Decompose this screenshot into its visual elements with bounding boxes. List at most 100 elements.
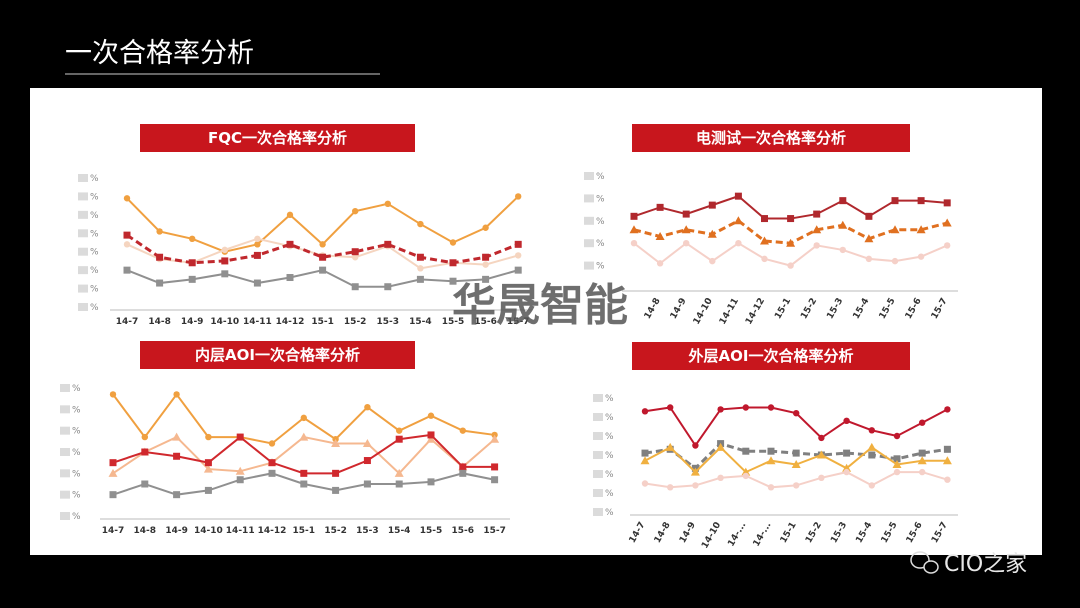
point	[173, 491, 181, 499]
point	[892, 460, 902, 468]
point	[254, 241, 261, 248]
wechat-icon	[910, 551, 939, 574]
point	[667, 484, 674, 491]
y-tick-mark	[584, 216, 594, 225]
point	[708, 201, 716, 209]
chart-title-banner	[140, 341, 415, 369]
point	[482, 261, 489, 268]
point	[742, 447, 750, 455]
point	[362, 438, 372, 447]
point	[205, 433, 212, 441]
point	[363, 480, 371, 488]
x-tick-label: 14-7	[102, 526, 125, 536]
point	[352, 207, 359, 215]
point	[109, 391, 117, 398]
point	[630, 212, 638, 220]
charts: FQC一次合格率分析%%%%%%%%14-7 14-8 14-9 14-10 14-11…	[60, 124, 958, 550]
point	[173, 391, 180, 398]
point	[173, 452, 181, 460]
x-tick-label: 14-7	[116, 317, 139, 327]
point	[299, 432, 309, 441]
point	[253, 279, 261, 287]
point	[792, 449, 800, 457]
chart-title-banner	[632, 124, 910, 152]
y-tick-mark	[60, 384, 70, 392]
point	[716, 442, 726, 451]
point	[667, 404, 674, 411]
point	[515, 252, 522, 259]
y-tick-mark	[584, 194, 594, 203]
x-tick-label: 14-11	[226, 526, 255, 536]
point	[942, 218, 952, 227]
point	[864, 234, 874, 243]
point	[818, 434, 825, 442]
x-tick-label: 15-7	[483, 526, 506, 536]
point	[793, 410, 800, 417]
point	[655, 231, 665, 240]
point	[204, 486, 212, 494]
x-tick-label: 15-3	[377, 317, 400, 327]
point	[786, 238, 796, 247]
point	[868, 482, 875, 489]
y-tick-mark	[593, 413, 603, 421]
point	[268, 459, 276, 467]
point	[449, 277, 457, 285]
point	[254, 235, 261, 243]
x-tick-label: 14-12	[258, 526, 287, 536]
x-tick-label: 14-12	[276, 317, 305, 327]
point	[253, 251, 261, 259]
y-tick-mark	[593, 508, 603, 516]
y-tick-mark	[593, 489, 603, 497]
point	[395, 480, 403, 488]
point	[865, 255, 873, 263]
chart: 内层AOI一次合格率分析%%%%%%%14-7 14-8 14-9 14-10 14-1…	[60, 341, 510, 536]
source: CIO之家	[944, 552, 1027, 577]
y-tick-mark	[78, 174, 88, 182]
y-tick-label: %	[72, 512, 81, 522]
y-tick-label: %	[596, 172, 605, 182]
y-tick-label: %	[605, 432, 614, 442]
x-tick-label: 15-3	[356, 526, 379, 536]
y-tick-mark	[593, 432, 603, 440]
x-tick-label: 15-2	[344, 317, 367, 327]
point	[717, 474, 724, 481]
point	[459, 463, 467, 471]
x-tick-label: 14-10	[194, 526, 223, 536]
x-tick-label: 15-4	[388, 526, 411, 536]
y-tick-mark	[78, 266, 88, 275]
y-tick-mark	[60, 469, 70, 478]
point	[236, 433, 244, 441]
point	[384, 283, 392, 291]
chart-title: 外层AOI一次合格率分析	[688, 347, 854, 365]
point	[919, 419, 926, 426]
y-tick-label: %	[596, 239, 605, 249]
point	[812, 225, 822, 234]
point	[172, 432, 182, 441]
point	[793, 482, 800, 489]
x-tick-label: 14-11	[243, 317, 272, 327]
point	[514, 266, 522, 274]
point	[491, 476, 499, 484]
y-tick-mark	[60, 426, 70, 435]
point	[123, 241, 131, 248]
point	[416, 253, 424, 261]
point	[188, 259, 196, 267]
point	[300, 480, 308, 488]
point	[221, 270, 229, 278]
point	[384, 240, 392, 248]
point	[692, 482, 699, 489]
y-tick-label: %	[605, 489, 614, 499]
point	[351, 248, 359, 256]
point	[942, 456, 952, 465]
y-tick-label: %	[72, 405, 81, 415]
y-tick-label: %	[90, 192, 99, 202]
point	[286, 211, 294, 219]
point	[944, 242, 951, 249]
point	[515, 193, 522, 200]
point	[426, 434, 436, 443]
y-tick-label: %	[596, 217, 605, 227]
watermark: 华晟智能	[452, 280, 628, 331]
point	[364, 404, 371, 411]
